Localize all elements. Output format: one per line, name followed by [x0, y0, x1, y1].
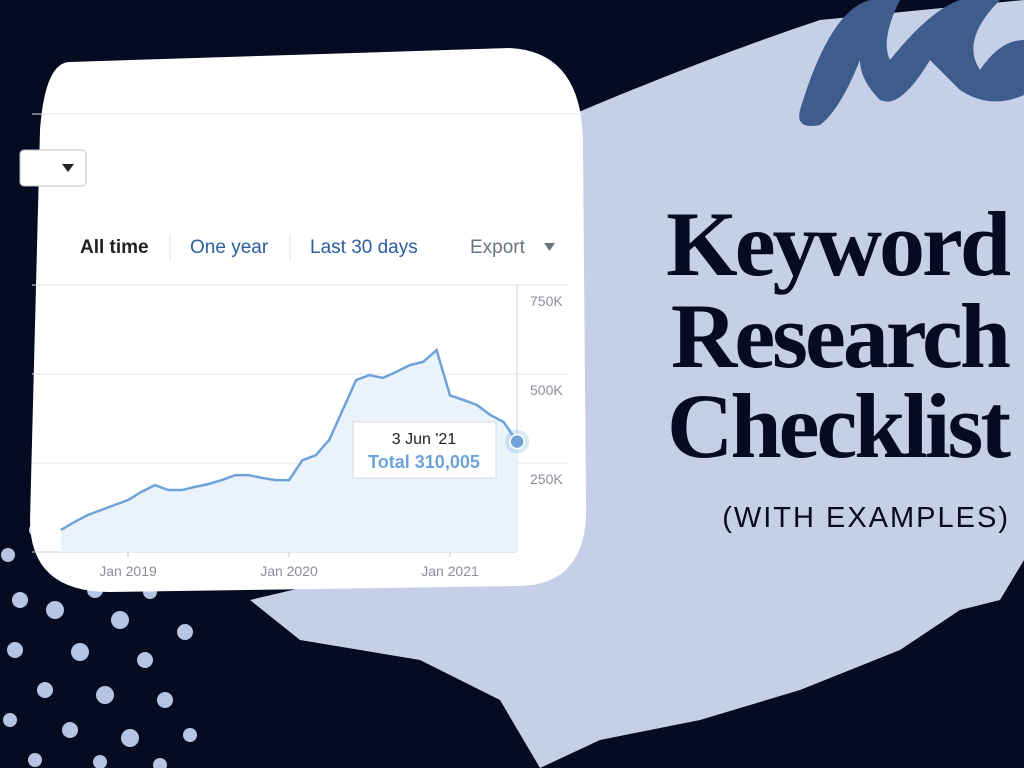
- point: [509, 433, 525, 450]
- title-line: Research: [671, 285, 1010, 387]
- tab[interactable]: All time: [80, 237, 149, 258]
- y-tick-label: 250K: [530, 471, 563, 487]
- subtitle: (WITH EXAMPLES): [722, 502, 1010, 534]
- area: [60, 350, 518, 552]
- title-line: Checklist: [667, 375, 1011, 477]
- tab[interactable]: One year: [190, 237, 269, 258]
- x-tick-label: Jan 2020: [260, 563, 318, 579]
- tab[interactable]: Last 30 days: [310, 237, 418, 258]
- y-tick-label: 500K: [530, 382, 563, 398]
- line: [60, 347, 519, 532]
- tooltip-total: Total 310,005: [368, 452, 480, 472]
- tooltip-date: 3 Jun '21: [392, 431, 457, 448]
- x-tick-label: Jan 2019: [99, 563, 157, 579]
- title-line: Keyword: [666, 193, 1011, 295]
- brush-stroke: [799, 0, 1024, 126]
- tooltip: [352, 421, 497, 479]
- dropdown[interactable]: [19, 149, 87, 187]
- tab[interactable]: Export: [470, 237, 526, 258]
- dropdown-arrow: [62, 164, 74, 172]
- x-tick-label: Jan 2021: [421, 563, 479, 579]
- export-arrow: [544, 243, 555, 251]
- y-tick-label: 750K: [530, 293, 563, 309]
